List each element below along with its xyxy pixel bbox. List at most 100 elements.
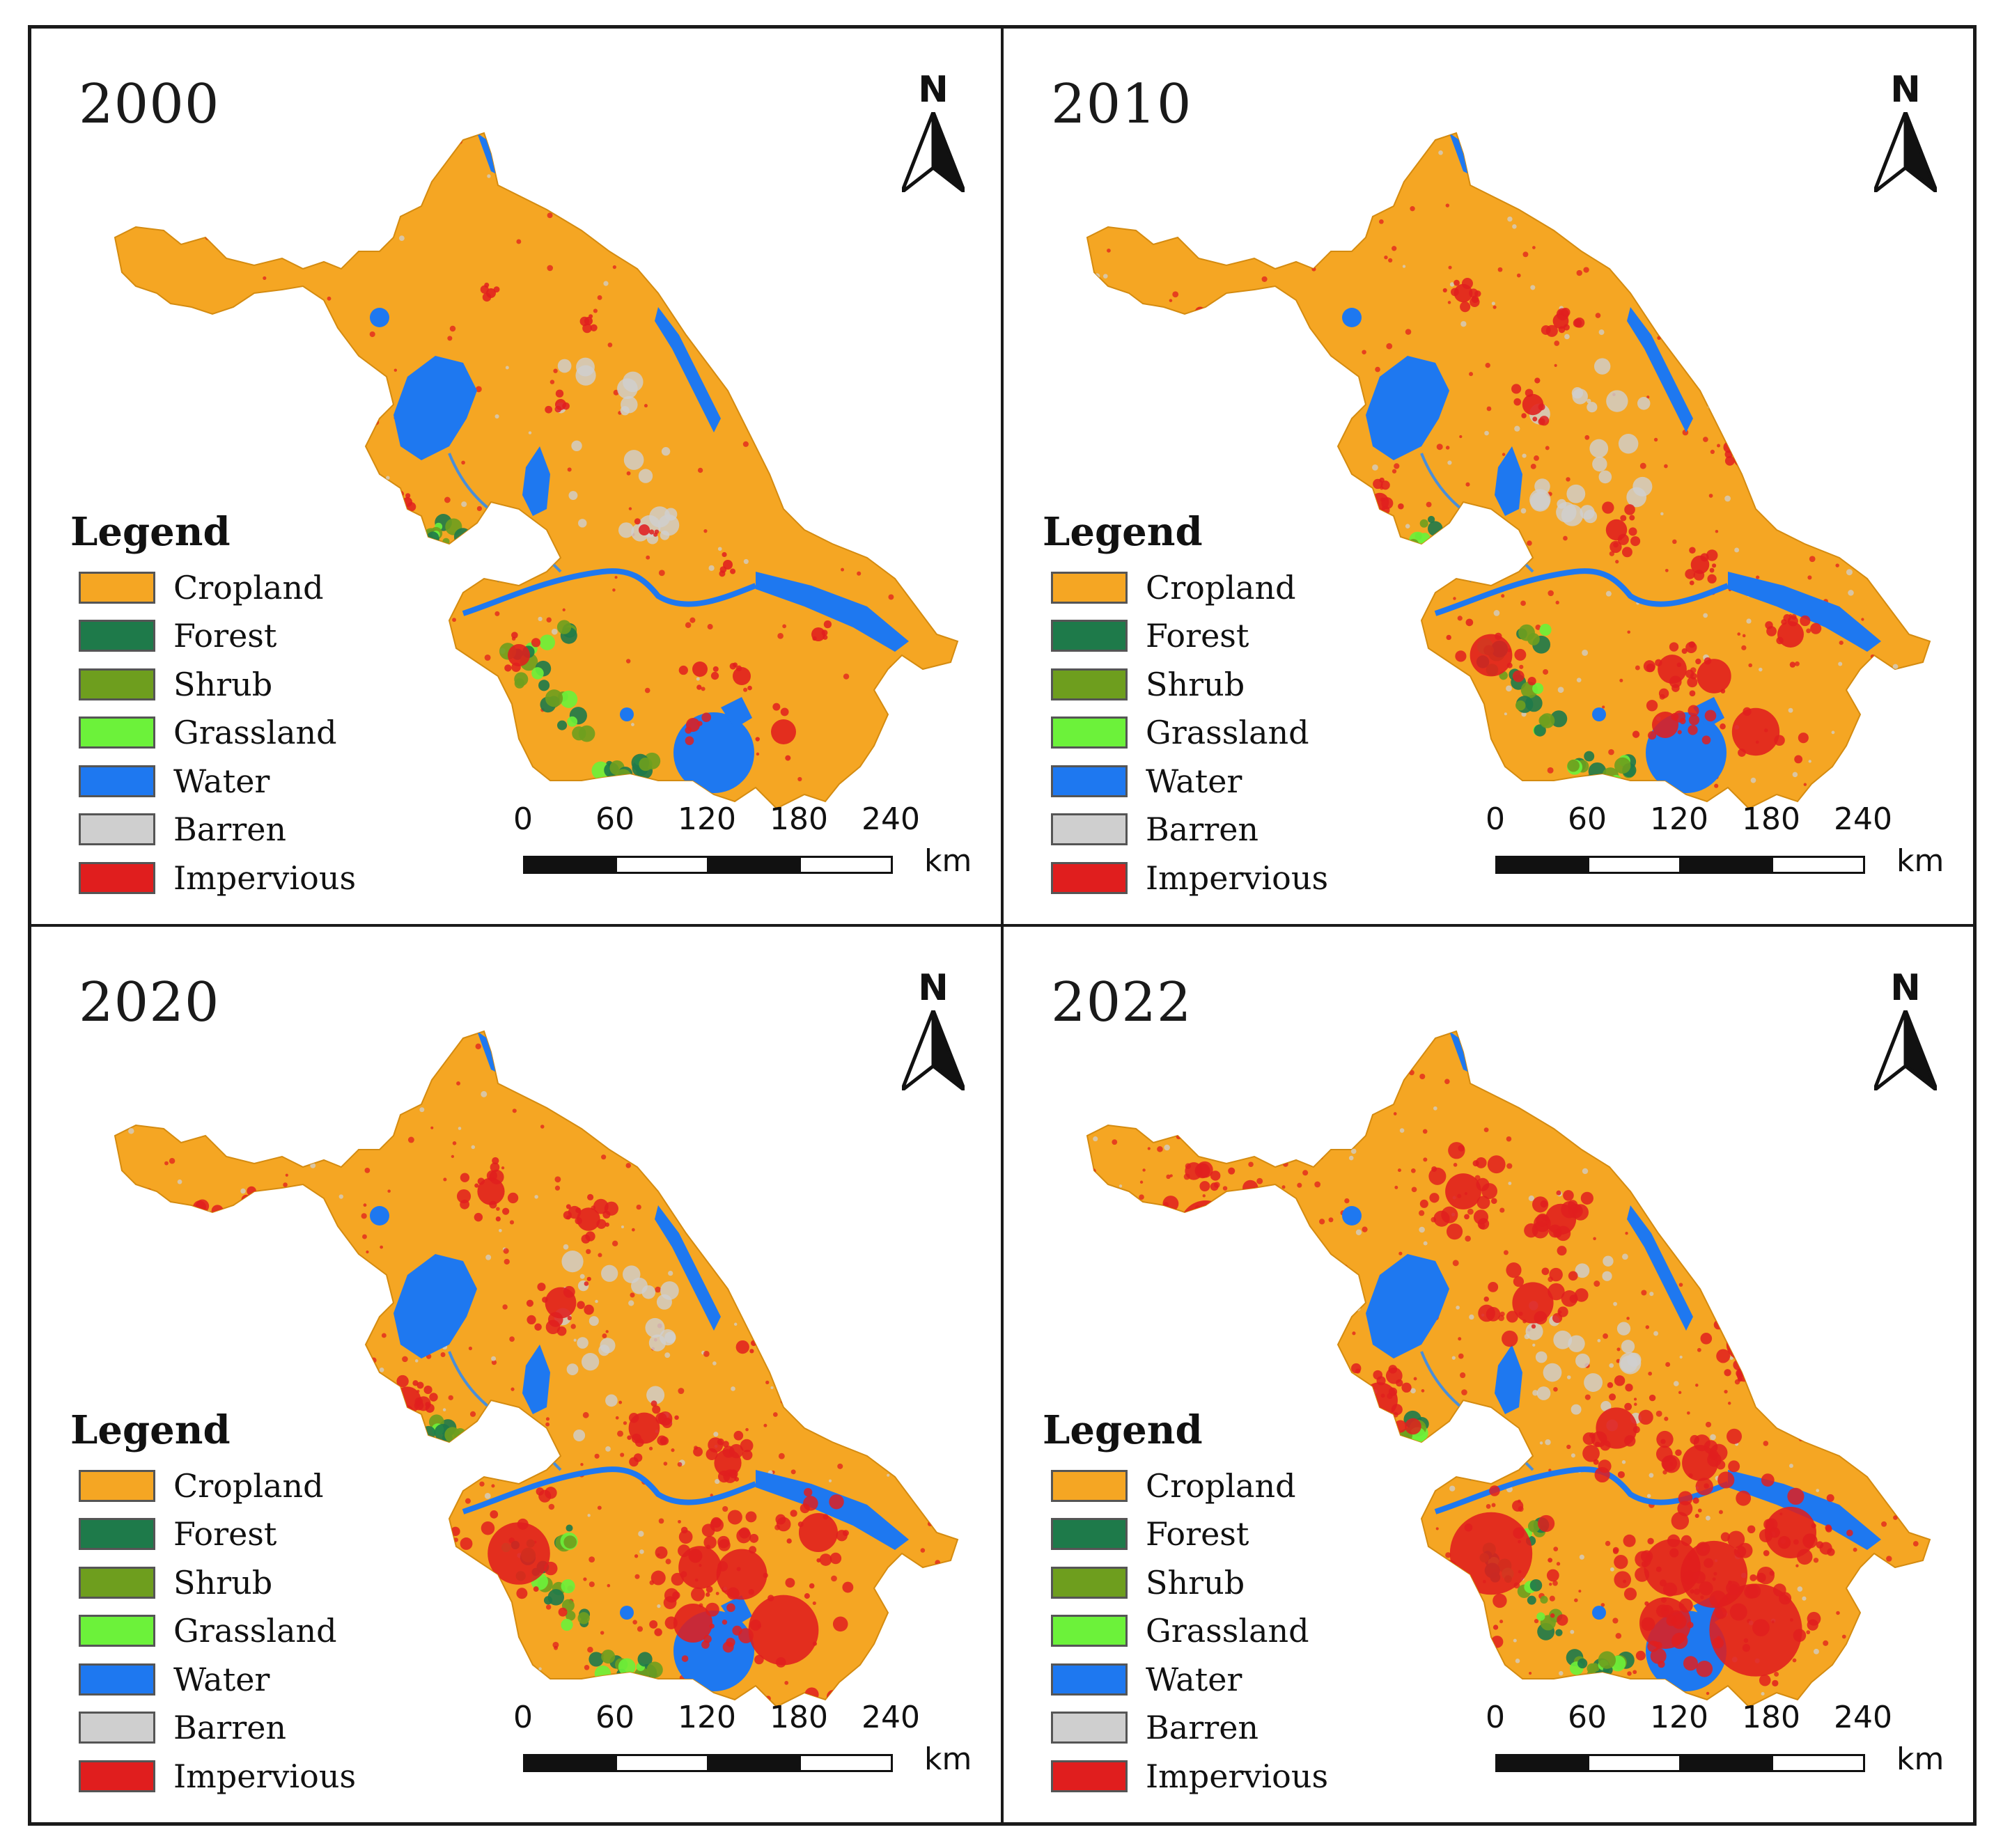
scale-bar: 0 60 120 180 240 km [513,801,972,885]
scale-tick-label: 60 [595,801,634,837]
legend-item-forest: Forest [79,612,398,661]
legend-label: Water [1146,762,1242,800]
legend-label: Forest [173,617,277,655]
legend-title: Legend [1043,509,1203,555]
north-label: N [1890,967,1921,1009]
scale-bar: 0 60 120 180 240 km [513,1700,972,1783]
map-panel-2000: 2000 N Legend Cropland Forest Shrub Grassla… [31,29,1004,927]
legend-label: Cropland [1146,1466,1296,1505]
scale-bar-segment [1771,856,1865,874]
legend-swatch [1051,1566,1128,1599]
scale-tick-label: 120 [1650,1700,1708,1735]
legend-label: Water [1146,1660,1242,1698]
scale-tick-label: 120 [678,801,736,837]
legend-swatch [79,1469,155,1502]
map-panel-2020: 2020 N Legend Cropland Forest Shrub Grassla… [31,927,1004,1825]
legend-swatch [1051,1469,1128,1502]
legend-label: Forest [1146,617,1249,655]
scale-unit: km [924,1741,972,1777]
scale-unit: km [1896,843,1944,879]
scale-bar: 0 60 120 180 240 km [1486,801,1944,885]
legend-swatch [79,1663,155,1696]
land-cover-map [114,1030,959,1708]
scale-bar-segment [615,856,709,874]
scale-tick-label: 180 [1742,801,1800,837]
legend-item-barren: Barren [1051,1704,1370,1753]
legend-swatch [79,1518,155,1551]
legend-item-impervious: Impervious [1051,854,1370,902]
legend-item-cropland: Cropland [1051,1462,1370,1510]
legend-swatch [1051,1615,1128,1647]
legend-swatch [1051,668,1128,700]
legend-item-grassland: Grassland [79,1607,398,1656]
legend-swatch [79,571,155,604]
scale-bar: 0 60 120 180 240 km [1486,1700,1944,1783]
scale-bar-segment [1679,856,1773,874]
legend-item-cropland: Cropland [79,563,398,612]
legend-item-cropland: Cropland [79,1462,398,1510]
legend-item-grassland: Grassland [1051,709,1370,758]
legend-swatch [79,668,155,700]
legend: Legend Cropland Forest Shrub Grassland Water… [70,509,398,902]
legend-title: Legend [70,509,231,555]
legend-label: Water [173,762,270,800]
legend-label: Forest [1146,1515,1249,1553]
legend-swatch [1051,1712,1128,1744]
scale-tick-label: 120 [1650,801,1708,837]
north-label: N [1890,69,1921,111]
legend-swatch [79,1615,155,1647]
legend-item-water: Water [1051,1655,1370,1704]
north-arrow-icon [1874,112,1937,192]
legend-swatch [79,861,155,894]
scale-tick-label: 240 [862,1700,920,1735]
legend-title: Legend [1043,1407,1203,1453]
land-cover-map [1086,1030,1931,1708]
legend-item-forest: Forest [1051,612,1370,661]
scale-tick-label: 0 [513,1700,533,1735]
legend-label: Shrub [1146,665,1245,703]
scale-bar-segment [1495,856,1589,874]
scale-bar-segment [1771,1754,1865,1772]
panel-year-title: 2000 [79,73,220,136]
legend-swatch [79,1712,155,1744]
legend-item-shrub: Shrub [79,1558,398,1607]
scale-bar-segment [799,856,893,874]
legend-swatch [1051,717,1128,749]
legend-item-shrub: Shrub [79,660,398,709]
legend-label: Impervious [1146,1757,1329,1795]
legend-item-shrub: Shrub [1051,660,1370,709]
legend-swatch [1051,571,1128,604]
scale-tick-label: 60 [595,1700,634,1735]
legend-swatch [79,1760,155,1792]
scale-tick-label: 240 [1834,1700,1892,1735]
scale-tick-label: 240 [862,801,920,837]
legend-label: Cropland [1146,568,1296,606]
north-arrow-icon [902,112,965,192]
scale-bar-segment [707,856,801,874]
scale-bar-segment [707,1754,801,1772]
north-arrow-icon [902,1010,965,1090]
scale-unit: km [1896,1741,1944,1777]
legend: Legend Cropland Forest Shrub Grassland Water… [70,1407,398,1801]
legend-label: Barren [173,811,287,849]
legend: Legend Cropland Forest Shrub Grassland Water… [1043,1407,1370,1801]
scale-tick-label: 60 [1568,1700,1607,1735]
scale-tick-label: 180 [770,801,828,837]
legend-label: Grassland [173,1612,337,1650]
legend-swatch [1051,861,1128,894]
legend-item-shrub: Shrub [1051,1558,1370,1607]
legend-label: Cropland [173,568,324,606]
map-panel-2022: 2022 N Legend Cropland Forest Shrub Grassla… [1004,927,1976,1825]
legend-item-barren: Barren [79,806,398,854]
scale-tick-label: 0 [1486,1700,1505,1735]
panel-year-title: 2020 [79,971,220,1034]
legend-label: Grassland [173,714,337,752]
north-label: N [918,967,949,1009]
legend-item-cropland: Cropland [1051,563,1370,612]
legend-swatch [79,717,155,749]
legend-item-grassland: Grassland [1051,1607,1370,1656]
legend-label: Forest [173,1515,277,1553]
scale-unit: km [924,843,972,879]
legend-label: Water [173,1660,270,1698]
legend-item-impervious: Impervious [79,854,398,902]
